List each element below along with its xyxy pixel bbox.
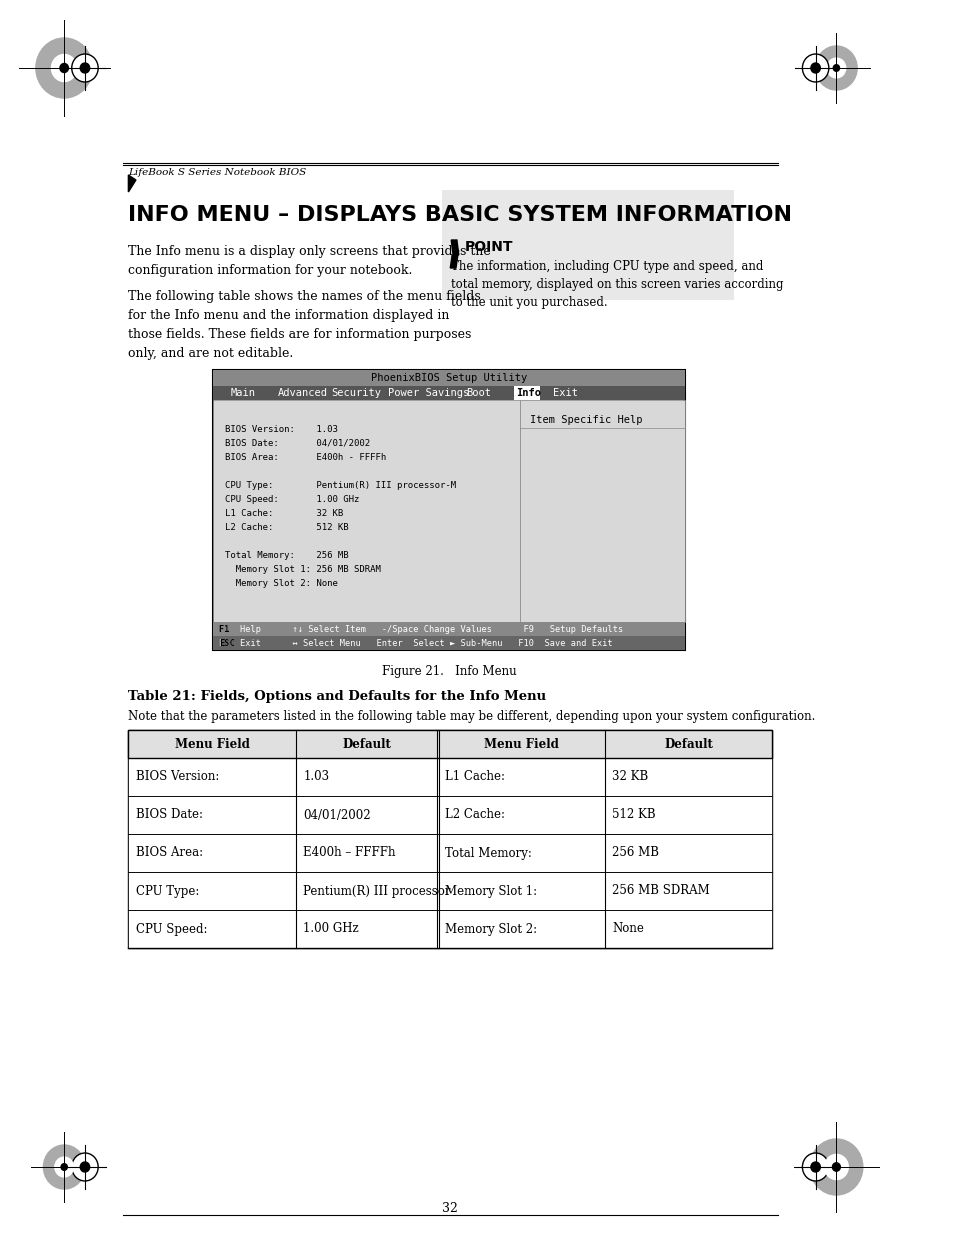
Text: L1 Cache:        32 KB: L1 Cache: 32 KB [225,509,342,517]
Circle shape [832,64,839,72]
Circle shape [54,1157,73,1177]
Text: Total Memory:    256 MB: Total Memory: 256 MB [225,551,348,559]
Text: The following table shows the names of the menu fields
for the Info menu and the: The following table shows the names of t… [129,290,480,359]
Circle shape [71,1153,98,1181]
Text: 32 KB: 32 KB [612,771,648,783]
Text: BIOS Area:       E400h - FFFFh: BIOS Area: E400h - FFFFh [225,453,386,462]
Text: ESC: ESC [219,640,234,648]
Text: CPU Type:: CPU Type: [135,884,199,898]
Text: Advanced: Advanced [277,388,327,398]
Text: Memory Slot 2:: Memory Slot 2: [444,923,537,935]
Bar [519,400,684,622]
Text: Main: Main [230,388,255,398]
Text: ESC Exit      ↔ Select Menu   Enter  Select ► Sub-Menu   F10  Save and Exit: ESC Exit ↔ Select Menu Enter Select ► Su… [219,640,612,648]
Text: 256 MB: 256 MB [612,846,659,860]
Text: Figure 21.   Info Menu: Figure 21. Info Menu [381,664,517,678]
Text: Memory Slot 1: 256 MB SDRAM: Memory Slot 1: 256 MB SDRAM [225,564,380,574]
Circle shape [810,1162,820,1172]
Circle shape [810,63,820,73]
Circle shape [815,46,856,90]
Text: Note that the parameters listed in the following table may be different, dependi: Note that the parameters listed in the f… [129,710,815,722]
Text: F1: F1 [219,625,234,635]
Circle shape [71,54,98,82]
Text: PhoenixBIOS Setup Utility: PhoenixBIOS Setup Utility [371,373,527,383]
Text: E400h – FFFFh: E400h – FFFFh [303,846,395,860]
Bar [213,370,684,650]
Text: Memory Slot 1:: Memory Slot 1: [444,884,537,898]
Circle shape [44,1145,85,1189]
Circle shape [80,1162,90,1172]
Bar [213,387,684,400]
Bar [129,797,771,834]
Text: POINT: POINT [464,240,513,254]
Circle shape [36,38,92,98]
Text: CPU Speed:: CPU Speed: [135,923,207,935]
Text: Menu Field: Menu Field [483,737,558,751]
Text: Table 21: Fields, Options and Defaults for the Info Menu: Table 21: Fields, Options and Defaults f… [129,690,546,703]
Circle shape [809,1139,862,1195]
Circle shape [51,54,77,82]
Text: L1 Cache:: L1 Cache: [444,771,504,783]
Text: None: None [612,923,643,935]
Text: Memory Slot 2: None: Memory Slot 2: None [225,579,337,588]
Bar [129,730,771,948]
Text: L2 Cache:: L2 Cache: [444,809,504,821]
Circle shape [801,54,828,82]
Text: Pentium(R) III processor: Pentium(R) III processor [303,884,451,898]
Text: 1.00 GHz: 1.00 GHz [303,923,358,935]
Polygon shape [129,175,135,191]
Text: BIOS Date:       04/01/2002: BIOS Date: 04/01/2002 [225,438,370,448]
Text: The Info menu is a display only screens that provides the
configuration informat: The Info menu is a display only screens … [129,245,491,277]
Text: F1  Help      ↑↓ Select Item   -/Space Change Values      F9   Setup Defaults: F1 Help ↑↓ Select Item -/Space Change Va… [219,625,622,635]
Bar [129,758,771,797]
Text: Exit: Exit [553,388,578,398]
Text: BIOS Date:: BIOS Date: [135,809,203,821]
Text: Boot: Boot [466,388,491,398]
Text: BIOS Version:    1.03: BIOS Version: 1.03 [225,425,337,433]
Text: INFO MENU – DISPLAYS BASIC SYSTEM INFORMATION: INFO MENU – DISPLAYS BASIC SYSTEM INFORM… [129,205,792,225]
Text: CPU Speed:       1.00 GHz: CPU Speed: 1.00 GHz [225,495,358,504]
Text: 256 MB SDRAM: 256 MB SDRAM [612,884,709,898]
Bar [129,730,771,758]
Text: Power Savings: Power Savings [388,388,469,398]
Text: Default: Default [663,737,712,751]
Text: Item Specific Help: Item Specific Help [529,415,641,425]
Circle shape [61,1163,68,1171]
Text: Info: Info [516,388,540,398]
Text: Menu Field: Menu Field [174,737,250,751]
Circle shape [826,58,845,78]
Bar [129,910,771,948]
Text: The information, including CPU type and speed, and
total memory, displayed on th: The information, including CPU type and … [451,261,783,309]
Text: 512 KB: 512 KB [612,809,656,821]
Bar [129,872,771,910]
Bar [213,622,684,636]
Text: CPU Type:        Pentium(R) III processor-M: CPU Type: Pentium(R) III processor-M [225,480,456,490]
Circle shape [80,63,90,73]
Text: LifeBook S Series Notebook BIOS: LifeBook S Series Notebook BIOS [129,168,306,177]
Circle shape [801,1153,828,1181]
Text: Default: Default [342,737,391,751]
Circle shape [60,63,69,73]
Text: Security: Security [331,388,381,398]
Circle shape [832,1163,840,1171]
Text: BIOS Version:: BIOS Version: [135,771,219,783]
Text: L2 Cache:        512 KB: L2 Cache: 512 KB [225,522,348,532]
Bar [213,370,684,387]
Text: BIOS Area:: BIOS Area: [135,846,203,860]
Bar [213,636,684,650]
Text: 04/01/2002: 04/01/2002 [303,809,371,821]
FancyBboxPatch shape [441,190,734,300]
Polygon shape [450,254,457,268]
Text: Total Memory:: Total Memory: [444,846,531,860]
Circle shape [823,1155,847,1179]
Bar [213,400,519,622]
Bar [513,387,539,400]
Text: 1.03: 1.03 [303,771,329,783]
Text: 32: 32 [442,1202,457,1215]
Bar [129,834,771,872]
Polygon shape [451,240,458,254]
